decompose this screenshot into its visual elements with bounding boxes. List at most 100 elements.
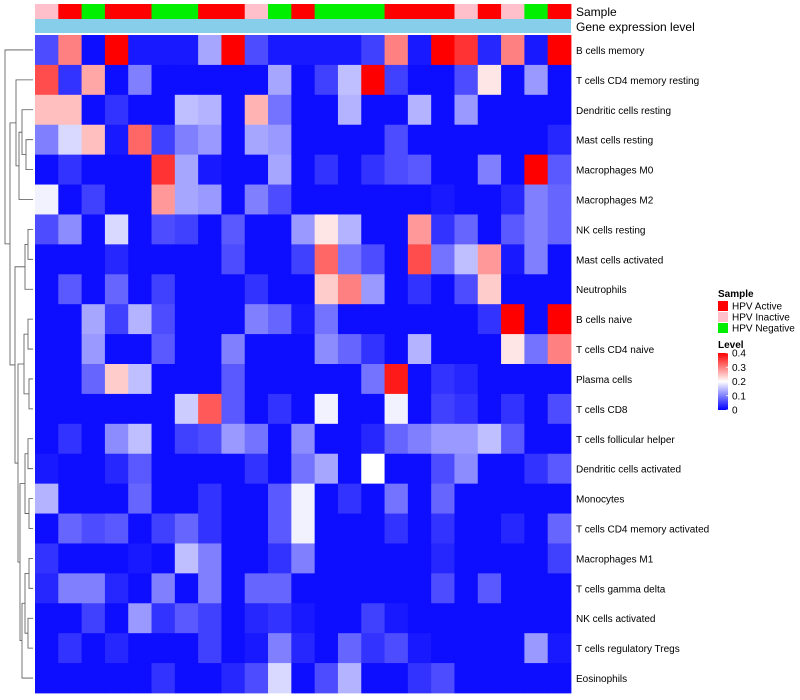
heatmap-cell	[291, 633, 316, 664]
heatmap-cell	[337, 393, 362, 425]
heatmap-cell	[174, 483, 199, 514]
heatmap-cell	[314, 124, 339, 156]
heatmap-cell	[454, 573, 479, 604]
heatmap-cell	[291, 184, 316, 215]
heatmap-cell	[198, 35, 222, 66]
heatmap-cell	[268, 64, 292, 96]
heatmap-cell	[384, 274, 409, 305]
heatmap-cell	[58, 663, 83, 694]
heatmap-cell	[477, 304, 502, 335]
heatmap-cell	[81, 184, 106, 215]
row-label: Monocytes	[576, 495, 624, 506]
heatmap-cell	[58, 423, 83, 455]
heatmap-cell	[314, 364, 339, 395]
heatmap-cell	[128, 393, 152, 425]
heatmap-cell	[407, 64, 432, 96]
row-label: B cells naive	[576, 315, 633, 326]
heatmap-cell	[524, 244, 549, 275]
heatmap-cell	[104, 423, 129, 455]
heatmap-cell	[477, 334, 502, 365]
heatmap-cell	[384, 364, 409, 395]
heatmap-cell	[81, 334, 106, 365]
heatmap-cell	[291, 663, 316, 694]
heatmap-cell	[151, 304, 176, 335]
heatmap-cell	[361, 334, 385, 365]
heatmap-cell	[407, 274, 432, 305]
heatmap-cell	[198, 274, 222, 305]
heatmap-cell	[244, 483, 269, 514]
heatmap-cell	[198, 543, 222, 574]
heatmap-cell	[81, 364, 106, 395]
heatmap-cell	[547, 543, 572, 574]
expression-annotation-track	[35, 19, 571, 33]
heatmap-cell	[221, 633, 246, 664]
heatmap-cell	[477, 633, 502, 664]
heatmap-cell	[501, 64, 525, 96]
heatmap-cell	[431, 364, 455, 395]
heatmap-cell	[547, 244, 572, 275]
sample-legend-title: Sample	[718, 289, 754, 300]
heatmap-cell	[174, 633, 199, 664]
row-label: Macrophages M0	[576, 166, 654, 177]
heatmap-cell	[151, 573, 176, 604]
sample-annotation-cell	[104, 4, 129, 19]
level-legend-tick-label: 0.1	[732, 391, 746, 402]
heatmap-cell	[268, 543, 292, 574]
heatmap-cell	[104, 573, 129, 604]
heatmap-cell	[291, 334, 316, 365]
heatmap-cell	[314, 543, 339, 574]
dendrogram-branch	[4, 49, 33, 245]
heatmap-cell	[524, 573, 549, 604]
heatmap-cell	[314, 393, 339, 425]
heatmap-cell	[174, 573, 199, 604]
heatmap-cell	[384, 543, 409, 574]
heatmap-cell	[151, 393, 176, 425]
heatmap-cell	[547, 483, 572, 514]
heatmap-cell	[104, 64, 129, 96]
heatmap-cell	[128, 274, 152, 305]
heatmap-cell	[314, 483, 339, 514]
heatmap-cell	[244, 94, 269, 126]
sample-annotation-cell	[407, 4, 432, 19]
heatmap-cell	[501, 124, 525, 156]
heatmap-cell	[291, 124, 316, 156]
heatmap-cell	[477, 423, 502, 455]
heatmap-cell	[221, 154, 246, 185]
row-label: Macrophages M1	[576, 554, 654, 565]
heatmap-cell	[244, 124, 269, 156]
heatmap-cell	[221, 334, 246, 365]
row-label: NK cells resting	[576, 225, 645, 236]
heatmap-cell	[268, 124, 292, 156]
heatmap-cell	[314, 573, 339, 604]
heatmap-cell	[337, 35, 362, 66]
heatmap-cell	[477, 513, 502, 544]
heatmap-cell	[337, 573, 362, 604]
heatmap-cell	[221, 393, 246, 425]
dendrogram-branch	[19, 483, 25, 642]
heatmap-cell	[337, 513, 362, 544]
heatmap-cell	[221, 364, 246, 395]
heatmap-cell	[454, 453, 479, 485]
heatmap-cell	[198, 483, 222, 514]
heatmap-cell	[104, 513, 129, 544]
heatmap-cell	[128, 64, 152, 96]
heatmap-cell	[524, 393, 549, 425]
heatmap-cell	[431, 573, 455, 604]
heatmap-cell	[314, 214, 339, 245]
row-labels: B cells memory T cells CD4 memory resting…	[576, 46, 709, 685]
heatmap-cell	[244, 423, 269, 455]
heatmap-cell	[454, 154, 479, 185]
heatmap-cell	[221, 513, 246, 544]
heatmap-cell	[431, 423, 455, 455]
heatmap-cell	[477, 214, 502, 245]
heatmap-cell	[361, 453, 385, 485]
heatmap-cell	[128, 35, 152, 66]
heatmap-cell	[407, 94, 432, 126]
heatmap-cell	[198, 94, 222, 126]
heatmap-cell	[431, 124, 455, 156]
heatmap-cell	[151, 244, 176, 275]
heatmap-cell	[268, 244, 292, 275]
heatmap-cell	[337, 334, 362, 365]
heatmap-cell	[81, 603, 106, 634]
heatmap-cell	[384, 334, 409, 365]
